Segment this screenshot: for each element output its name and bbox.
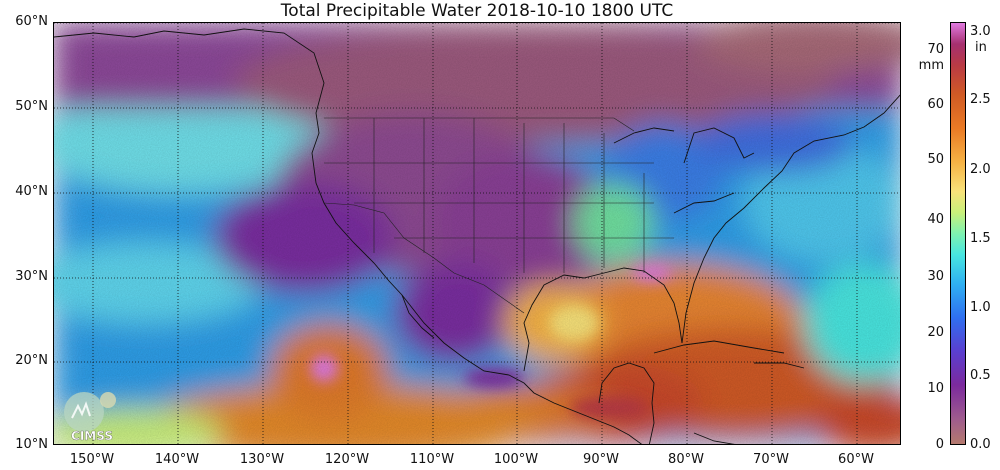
lat-label: 10°N <box>15 437 48 452</box>
lat-label: 30°N <box>15 269 48 284</box>
lat-label: 50°N <box>15 99 48 114</box>
lon-label: 150°W <box>69 452 115 467</box>
lat-label: 40°N <box>15 184 48 199</box>
mm-tick: 20 <box>927 325 944 340</box>
mm-tick: 70 <box>927 42 944 57</box>
lon-label: 110°W <box>409 452 455 467</box>
mm-tick: 40 <box>927 212 944 227</box>
lon-label: 70°W <box>753 452 789 467</box>
lon-label: 130°W <box>239 452 285 467</box>
mm-tick: 10 <box>927 381 944 396</box>
map-title: Total Precipitable Water 2018-10-10 1800… <box>280 1 674 21</box>
in-unit-label: in <box>975 40 987 55</box>
in-tick: 1.5 <box>970 231 991 246</box>
map-area <box>53 22 901 445</box>
lon-label: 80°W <box>668 452 704 467</box>
mm-tick: 50 <box>927 152 944 167</box>
map-canvas <box>54 23 900 444</box>
lat-label: 60°N <box>15 14 48 29</box>
in-tick: 0.5 <box>970 368 991 383</box>
in-tick: 2.0 <box>970 162 991 177</box>
logo-text: CIMSS <box>71 429 113 443</box>
mm-tick: 30 <box>927 269 944 284</box>
mm-tick: 60 <box>927 97 944 112</box>
graticule <box>54 23 900 444</box>
lon-label: 120°W <box>324 452 370 467</box>
lat-label: 20°N <box>15 353 48 368</box>
lon-label: 100°W <box>493 452 539 467</box>
lon-label: 140°W <box>154 452 200 467</box>
cimss-logo: CIMSS <box>64 392 116 443</box>
borders <box>323 117 674 314</box>
lon-label: 60°W <box>838 452 874 467</box>
in-tick: 3.0 <box>970 24 991 39</box>
colorbar <box>950 22 966 445</box>
mm-unit-label: mm <box>918 58 944 73</box>
in-tick: 1.0 <box>970 300 991 315</box>
lon-label: 90°W <box>583 452 619 467</box>
in-tick: 0.0 <box>970 437 991 452</box>
mm-tick: 0 <box>935 437 944 452</box>
coastlines <box>54 28 900 444</box>
in-tick: 2.5 <box>970 92 991 107</box>
